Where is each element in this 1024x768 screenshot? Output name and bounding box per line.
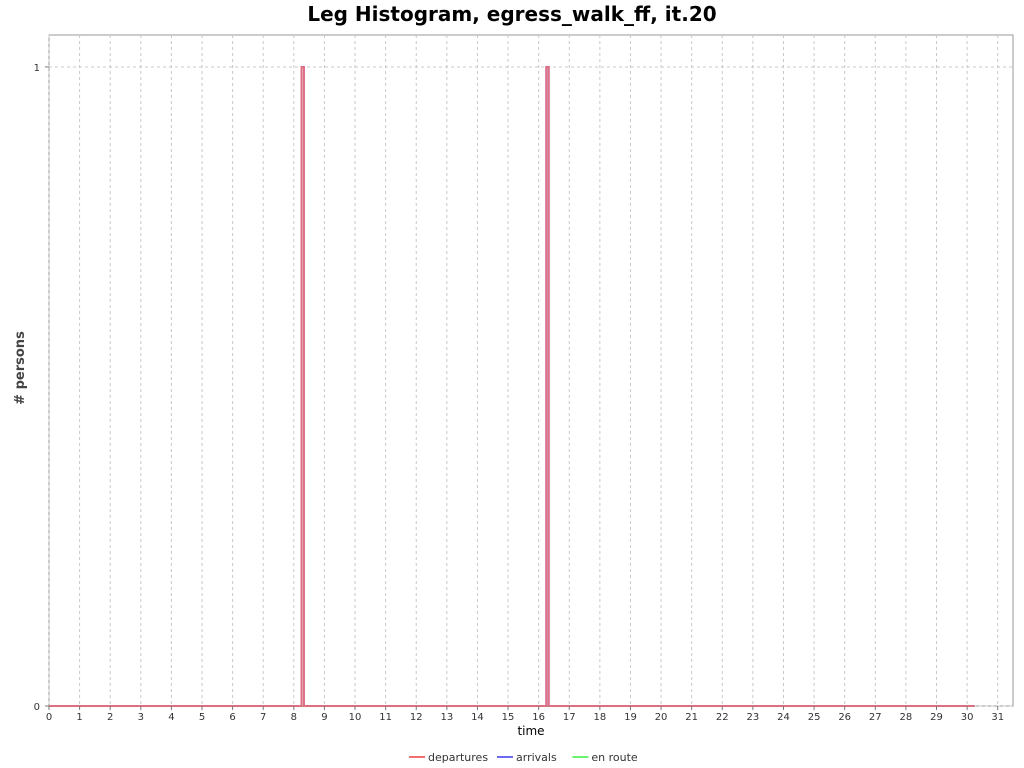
x-tick-label: 17	[563, 712, 576, 723]
x-tick-label: 8	[291, 712, 297, 723]
x-tick-label: 30	[961, 712, 974, 723]
x-tick-label: 16	[532, 712, 545, 723]
x-tick-label: 5	[199, 712, 205, 723]
x-tick-label: 19	[624, 712, 637, 723]
x-tick-label: 31	[991, 712, 1004, 723]
x-tick-label: 14	[471, 712, 484, 723]
x-tick-label: 6	[229, 712, 235, 723]
series-departures-line	[49, 66, 975, 707]
series-layer	[49, 66, 975, 707]
axis-layer: 0 1 2 3 4 5 6 7 8 9 10 11 12 13 14 15 16 17 18 19 20 21 22 23 24…	[34, 63, 1004, 723]
x-tick-label: 20	[655, 712, 668, 723]
x-axis-label: time	[517, 724, 544, 738]
chart-title: Leg Histogram, egress_walk_ff, it.20	[307, 2, 717, 26]
y-tick-label: 0	[34, 702, 40, 713]
x-tick-label: 15	[502, 712, 515, 723]
x-tick-label: 7	[260, 712, 266, 723]
x-tick-label: 10	[349, 712, 362, 723]
x-tick-label: 1	[76, 712, 82, 723]
legend: departures arrivals en route	[409, 751, 638, 764]
x-tick-label: 24	[777, 712, 790, 723]
x-tick-label: 9	[321, 712, 327, 723]
x-tick-label: 13	[440, 712, 453, 723]
x-tick-label: 29	[930, 712, 943, 723]
y-tick-label: 1	[34, 63, 40, 74]
x-tick-label: 11	[379, 712, 392, 723]
x-tick-label: 28	[900, 712, 913, 723]
x-tick-label: 4	[168, 712, 174, 723]
x-tick-label: 26	[838, 712, 851, 723]
plot-area	[48, 34, 1014, 707]
x-tick-label: 12	[410, 712, 423, 723]
x-tick-label: 21	[685, 712, 698, 723]
legend-label-en-route: en route	[591, 751, 638, 764]
legend-label-arrivals: arrivals	[516, 751, 557, 764]
legend-label-departures: departures	[428, 751, 488, 764]
x-tick-label: 18	[593, 712, 606, 723]
x-tick-label: 25	[808, 712, 821, 723]
y-axis-label: # persons	[13, 331, 28, 405]
x-tick-label: 3	[138, 712, 144, 723]
x-tick-label: 2	[107, 712, 113, 723]
x-tick-label: 27	[869, 712, 882, 723]
x-tick-label: 0	[46, 712, 52, 723]
x-tick-label: 22	[716, 712, 729, 723]
x-tick-label: 23	[747, 712, 760, 723]
